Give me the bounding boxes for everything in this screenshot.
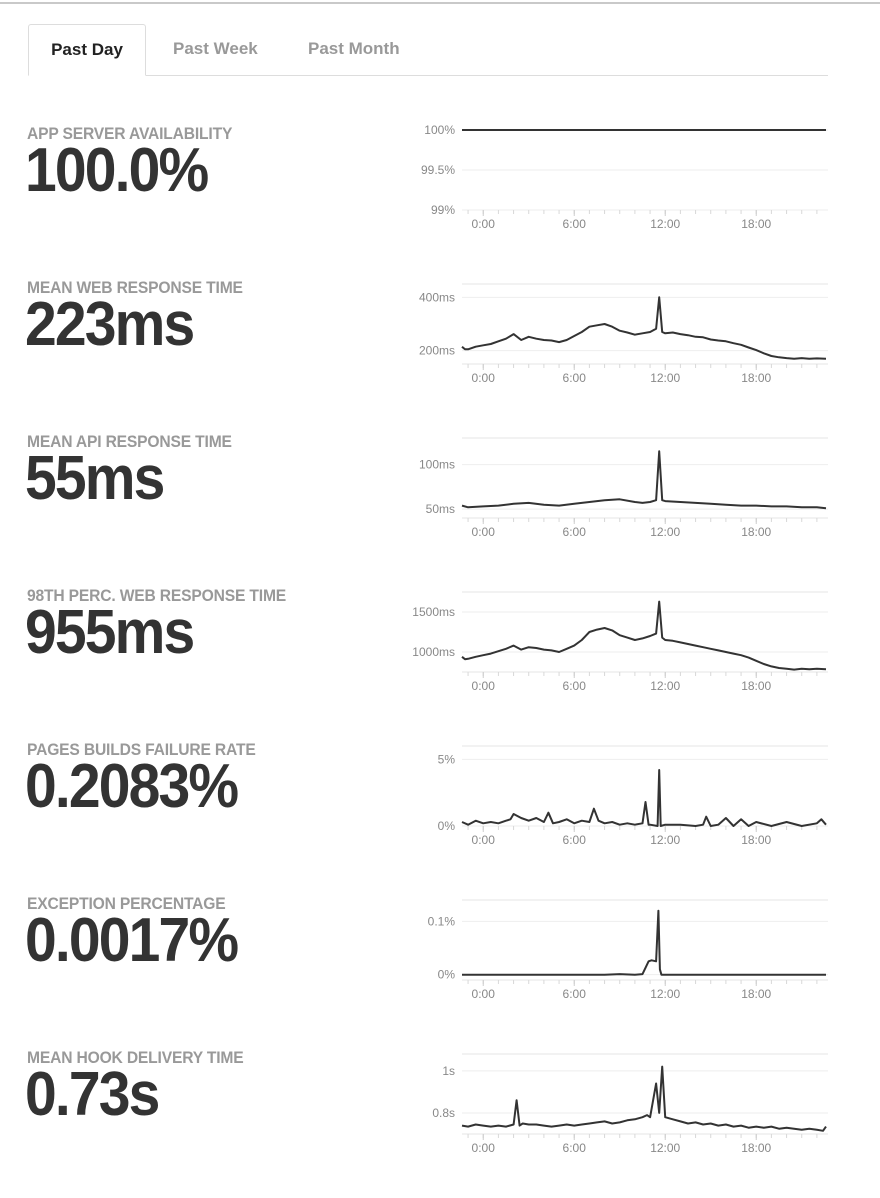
api-response-chart: 100ms 50ms 0:00 6:00 12:00 18:00: [419, 437, 828, 539]
x-tick-label: 12:00: [650, 679, 680, 693]
y-tick-label: 5%: [438, 752, 456, 766]
metric-mean-hook-delivery-time: MEAN HOOK DELIVERY TIME 0.73s 1s 0.8s 0:00…: [0, 1048, 880, 1198]
y-tick-label: 200ms: [419, 344, 455, 358]
x-tick-label: 12:00: [650, 833, 680, 847]
x-tick-label: 6:00: [563, 525, 587, 539]
metric-value: 55ms: [25, 444, 165, 513]
metric-label: 98TH PERC. WEB RESPONSE TIME: [27, 586, 287, 605]
x-tick-label: 12:00: [650, 987, 680, 1001]
y-tick-label: 0%: [438, 968, 456, 982]
y-tick-label: 99%: [431, 203, 455, 217]
metric-value: 0.2083%: [25, 752, 239, 821]
metric-label: MEAN WEB RESPONSE TIME: [27, 278, 243, 297]
tab-past-month[interactable]: Past Month: [308, 39, 400, 58]
metric-label: APP SERVER AVAILABILITY: [27, 124, 233, 143]
x-tick-label: 18:00: [741, 987, 771, 1001]
p98-response-chart: 1500ms 1000ms 0:00 6:00 12:00 18:00: [412, 591, 828, 693]
series-line: [461, 769, 827, 827]
availability-chart: 100% 99.5% 99% 0:00 6:00 12:00 18:00: [421, 123, 828, 231]
x-tick-label: 6:00: [563, 371, 587, 385]
metric-label: PAGES BUILDS FAILURE RATE: [27, 740, 256, 759]
y-tick-label: 0.1%: [428, 914, 456, 928]
x-tick-label: 12:00: [650, 1141, 680, 1155]
x-tick-label: 6:00: [563, 1141, 587, 1155]
metric-value: 223ms: [25, 290, 195, 359]
x-tick-label: 12:00: [650, 371, 680, 385]
metric-value: 100.0%: [25, 136, 209, 205]
x-tick-label: 18:00: [741, 217, 771, 231]
x-tick-label: 18:00: [741, 679, 771, 693]
x-tick-label: 12:00: [650, 217, 680, 231]
y-tick-label: 0%: [438, 819, 456, 833]
metric-label: MEAN API RESPONSE TIME: [27, 432, 232, 451]
metric-value: 0.0017%: [25, 906, 239, 975]
metric-mean-api-response-time: MEAN API RESPONSE TIME 55ms 100ms 50ms 0:0…: [0, 432, 880, 582]
metric-pages-builds-failure-rate: PAGES BUILDS FAILURE RATE 0.2083% 5% 0% 0:…: [0, 740, 880, 890]
x-tick-label: 18:00: [741, 525, 771, 539]
y-tick-label: 100ms: [419, 458, 455, 472]
y-tick-label: 50ms: [426, 502, 455, 516]
x-tick-label: 0:00: [472, 217, 496, 231]
exception-chart: 0.1% 0% 0:00 6:00 12:00 18:00: [428, 899, 828, 1001]
pages-failure-chart: 5% 0% 0:00 6:00 12:00 18:00: [438, 745, 828, 847]
series-line: [462, 909, 826, 976]
x-tick-label: 18:00: [741, 1141, 771, 1155]
metric-label: EXCEPTION PERCENTAGE: [27, 894, 226, 913]
y-tick-label: 1500ms: [412, 605, 455, 619]
x-tick-label: 0:00: [472, 833, 496, 847]
y-tick-label: 99.5%: [421, 163, 455, 177]
x-tick-label: 18:00: [741, 833, 771, 847]
x-tick-label: 0:00: [472, 987, 496, 1001]
x-tick-label: 6:00: [563, 833, 587, 847]
series-line: [461, 600, 827, 671]
metric-exception-percentage: EXCEPTION PERCENTAGE 0.0017% 0.1% 0% 0:00 6…: [0, 894, 880, 1044]
x-tick-label: 0:00: [472, 679, 496, 693]
x-tick-label: 6:00: [563, 679, 587, 693]
x-tick-label: 0:00: [472, 525, 496, 539]
y-tick-label: 0.8s: [432, 1106, 455, 1120]
y-tick-label: 1000ms: [412, 645, 455, 659]
metric-mean-web-response-time: MEAN WEB RESPONSE TIME 223ms 400ms 200ms 0…: [0, 278, 880, 428]
series-line: [461, 450, 827, 510]
y-tick-label: 100%: [424, 123, 455, 137]
web-response-chart: 400ms 200ms 0:00 6:00 12:00 18:00: [419, 283, 828, 385]
x-tick-label: 6:00: [563, 987, 587, 1001]
x-tick-label: 18:00: [741, 371, 771, 385]
top-border: [0, 2, 880, 4]
y-tick-label: 400ms: [419, 290, 455, 304]
x-tick-label: 0:00: [472, 1141, 496, 1155]
tab-past-day[interactable]: Past Day: [28, 24, 146, 76]
metric-label: MEAN HOOK DELIVERY TIME: [27, 1048, 244, 1067]
x-tick-label: 12:00: [650, 525, 680, 539]
tab-past-week[interactable]: Past Week: [173, 39, 258, 58]
metric-value: 0.73s: [25, 1060, 160, 1129]
x-tick-label: 0:00: [472, 371, 496, 385]
metric-value: 955ms: [25, 598, 195, 667]
y-tick-label: 1s: [442, 1064, 455, 1078]
x-tick-label: 6:00: [563, 217, 587, 231]
series-line: [461, 296, 827, 360]
time-range-tabs: Past Day Past Week Past Month: [28, 24, 828, 76]
hook-delivery-chart: 1s 0.8s 0:00 6:00 12:00 18:00: [432, 1053, 828, 1155]
series-line: [461, 1065, 827, 1132]
metric-98th-perc-web-response-time: 98TH PERC. WEB RESPONSE TIME 955ms 1500m…: [0, 586, 880, 736]
metric-app-server-availability: APP SERVER AVAILABILITY 100.0% 100% 99.5%…: [0, 123, 880, 274]
